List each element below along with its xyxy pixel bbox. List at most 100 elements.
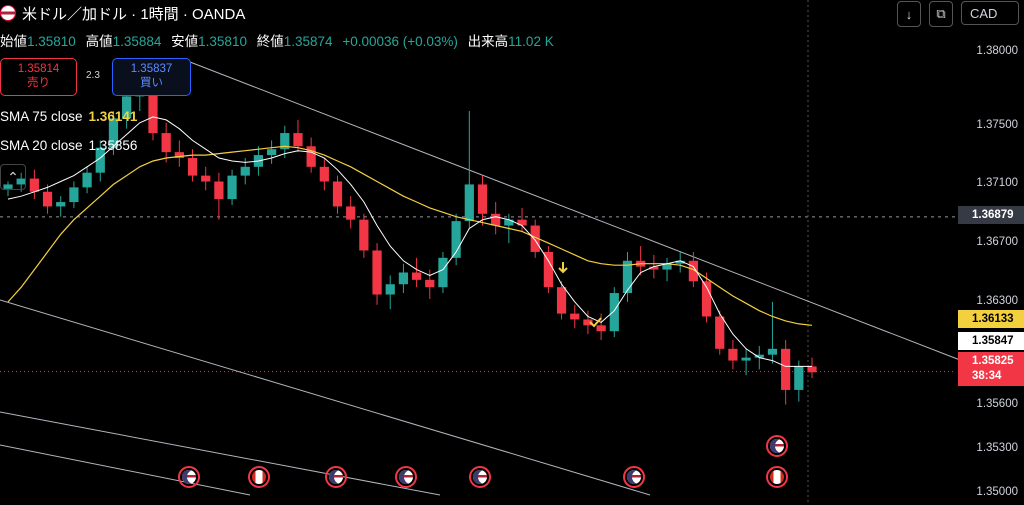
sma75-tag-value: 1.36133 xyxy=(972,313,1014,325)
us-flag-icon xyxy=(0,5,16,21)
event-marker-ca[interactable] xyxy=(766,466,788,488)
volume-value: 11.02 K xyxy=(508,34,554,49)
sma75-line xyxy=(7,145,813,326)
candle-body xyxy=(346,206,356,220)
candle-body xyxy=(306,146,316,167)
candle-body xyxy=(767,348,778,355)
event-marker-us[interactable] xyxy=(178,466,200,488)
candle-body xyxy=(29,178,39,192)
sma75-value: 1.36141 xyxy=(88,109,138,124)
y-tick-label: 1.36700 xyxy=(976,236,1018,249)
us-flag-icon xyxy=(627,470,641,484)
arrow-down-icon: ↓ xyxy=(905,6,913,22)
sma20-label: SMA 20 close xyxy=(0,138,83,153)
candle-body xyxy=(609,293,619,332)
sma20-legend[interactable]: SMA 20 close 1.35856 xyxy=(0,138,137,153)
currency-label: CAD xyxy=(970,5,998,21)
canada-flag-icon xyxy=(252,470,266,484)
candle-body xyxy=(69,187,79,203)
candle-body xyxy=(266,149,277,156)
us-flag-icon xyxy=(399,470,413,484)
sell-label: 売り xyxy=(27,77,50,89)
us-flag-icon xyxy=(473,470,487,484)
candle-body xyxy=(122,96,132,119)
layout-icon: ⧉ xyxy=(936,6,946,21)
buy-signal-check-icon xyxy=(589,317,602,328)
volume-label: 出来高 xyxy=(467,34,509,49)
candle-body xyxy=(622,260,633,294)
candle-body xyxy=(517,219,527,226)
trendline[interactable] xyxy=(189,61,961,361)
candle-body xyxy=(240,166,250,176)
close-value: 1.35874 xyxy=(283,34,333,49)
candle-body xyxy=(451,221,461,258)
candle-body xyxy=(411,272,422,280)
event-marker-us[interactable] xyxy=(395,466,417,488)
event-marker-us[interactable] xyxy=(766,435,788,457)
last-price: 1.35825 xyxy=(972,355,1014,367)
ohlc-legend: 始値1.35810 高値1.35884 安値1.35810 終値1.35874 … xyxy=(0,30,560,50)
candle-body xyxy=(95,147,105,173)
candle-body xyxy=(148,78,158,134)
candle-body xyxy=(715,316,725,349)
us-flag-icon xyxy=(182,470,196,484)
candle-body xyxy=(543,251,554,288)
candle-body xyxy=(675,260,685,264)
canada-flag-icon xyxy=(770,470,784,484)
symbol-header[interactable]: 米ドル／加ドル · 1時間 · OANDA xyxy=(0,4,245,23)
y-tick-label: 1.37100 xyxy=(976,177,1018,190)
sma75-label: SMA 75 close xyxy=(0,109,83,124)
low-value: 1.35810 xyxy=(198,34,247,49)
us-flag-icon xyxy=(329,470,343,484)
event-marker-ca[interactable] xyxy=(248,466,270,488)
trendline[interactable] xyxy=(0,411,441,496)
sell-signal-arrow-icon xyxy=(558,262,568,274)
collapse-legend-button[interactable]: ⌃ xyxy=(0,164,26,190)
candle-body xyxy=(477,184,488,214)
candle-body xyxy=(398,272,409,285)
candle-body xyxy=(227,175,237,200)
candle-body xyxy=(741,357,751,361)
candle-body xyxy=(293,133,303,147)
candle-body xyxy=(464,184,474,222)
buy-button[interactable]: 1.35837 買い xyxy=(112,58,191,96)
candle-body xyxy=(794,366,804,390)
candle-body xyxy=(214,181,224,200)
candle-body xyxy=(807,366,817,373)
sma20-tag-value: 1.35847 xyxy=(972,335,1014,347)
candle-body xyxy=(491,213,501,226)
layout-button[interactable]: ⧉ xyxy=(929,1,953,27)
candle-body xyxy=(385,284,395,295)
candle-body xyxy=(201,175,211,182)
candle-body xyxy=(280,133,290,150)
y-tick-label: 1.38000 xyxy=(976,45,1018,58)
us-flag-icon xyxy=(770,439,784,453)
y-tick-label: 1.35000 xyxy=(976,485,1018,498)
candle-body xyxy=(530,225,540,252)
candle-body xyxy=(187,158,198,176)
candle-body xyxy=(649,266,659,270)
candle-body xyxy=(16,178,26,185)
download-button[interactable]: ↓ xyxy=(897,1,921,27)
y-tick-label: 1.37500 xyxy=(976,118,1018,131)
high-label: 高値 xyxy=(85,34,113,49)
event-marker-us[interactable] xyxy=(623,466,645,488)
candle-body xyxy=(504,219,514,226)
candle-body xyxy=(754,354,764,358)
low-label: 安値 xyxy=(171,34,199,49)
currency-selector[interactable]: CAD xyxy=(961,1,1019,25)
sell-button[interactable]: 1.35814 売り xyxy=(0,58,77,96)
event-marker-us[interactable] xyxy=(325,466,347,488)
trendline[interactable] xyxy=(0,299,651,496)
crosshair-price: 1.36879 xyxy=(972,209,1014,221)
candle-body xyxy=(556,287,567,314)
crosshair-price-tag: 1.36879 xyxy=(958,206,1024,224)
sma75-legend[interactable]: SMA 75 close 1.36141 xyxy=(0,109,137,124)
trendline[interactable] xyxy=(0,444,251,496)
bar-countdown: 38:34 xyxy=(972,370,1002,382)
event-marker-us[interactable] xyxy=(469,466,491,488)
close-label: 終値 xyxy=(256,34,284,49)
candle-body xyxy=(174,152,184,159)
buy-label: 買い xyxy=(140,77,163,89)
